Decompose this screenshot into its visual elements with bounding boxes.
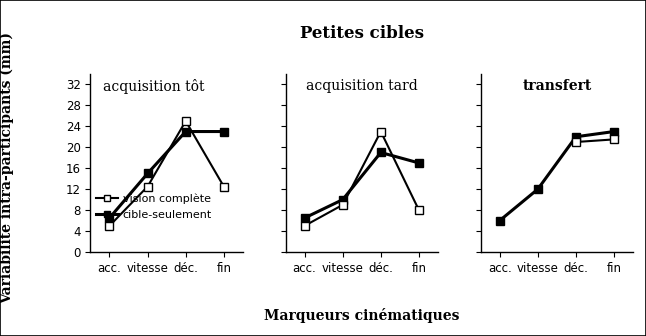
Text: acquisition tard: acquisition tard xyxy=(306,79,417,93)
Text: Petites cibles: Petites cibles xyxy=(300,25,424,42)
Legend: vision complète, cible-seulement: vision complète, cible-seulement xyxy=(96,194,212,220)
Text: Marqueurs cinématiques: Marqueurs cinématiques xyxy=(264,308,459,323)
Text: acquisition tôt: acquisition tôt xyxy=(103,79,204,94)
Text: Variabilité intra-participants (mm): Variabilité intra-participants (mm) xyxy=(0,32,14,304)
Text: transfert: transfert xyxy=(522,79,592,93)
